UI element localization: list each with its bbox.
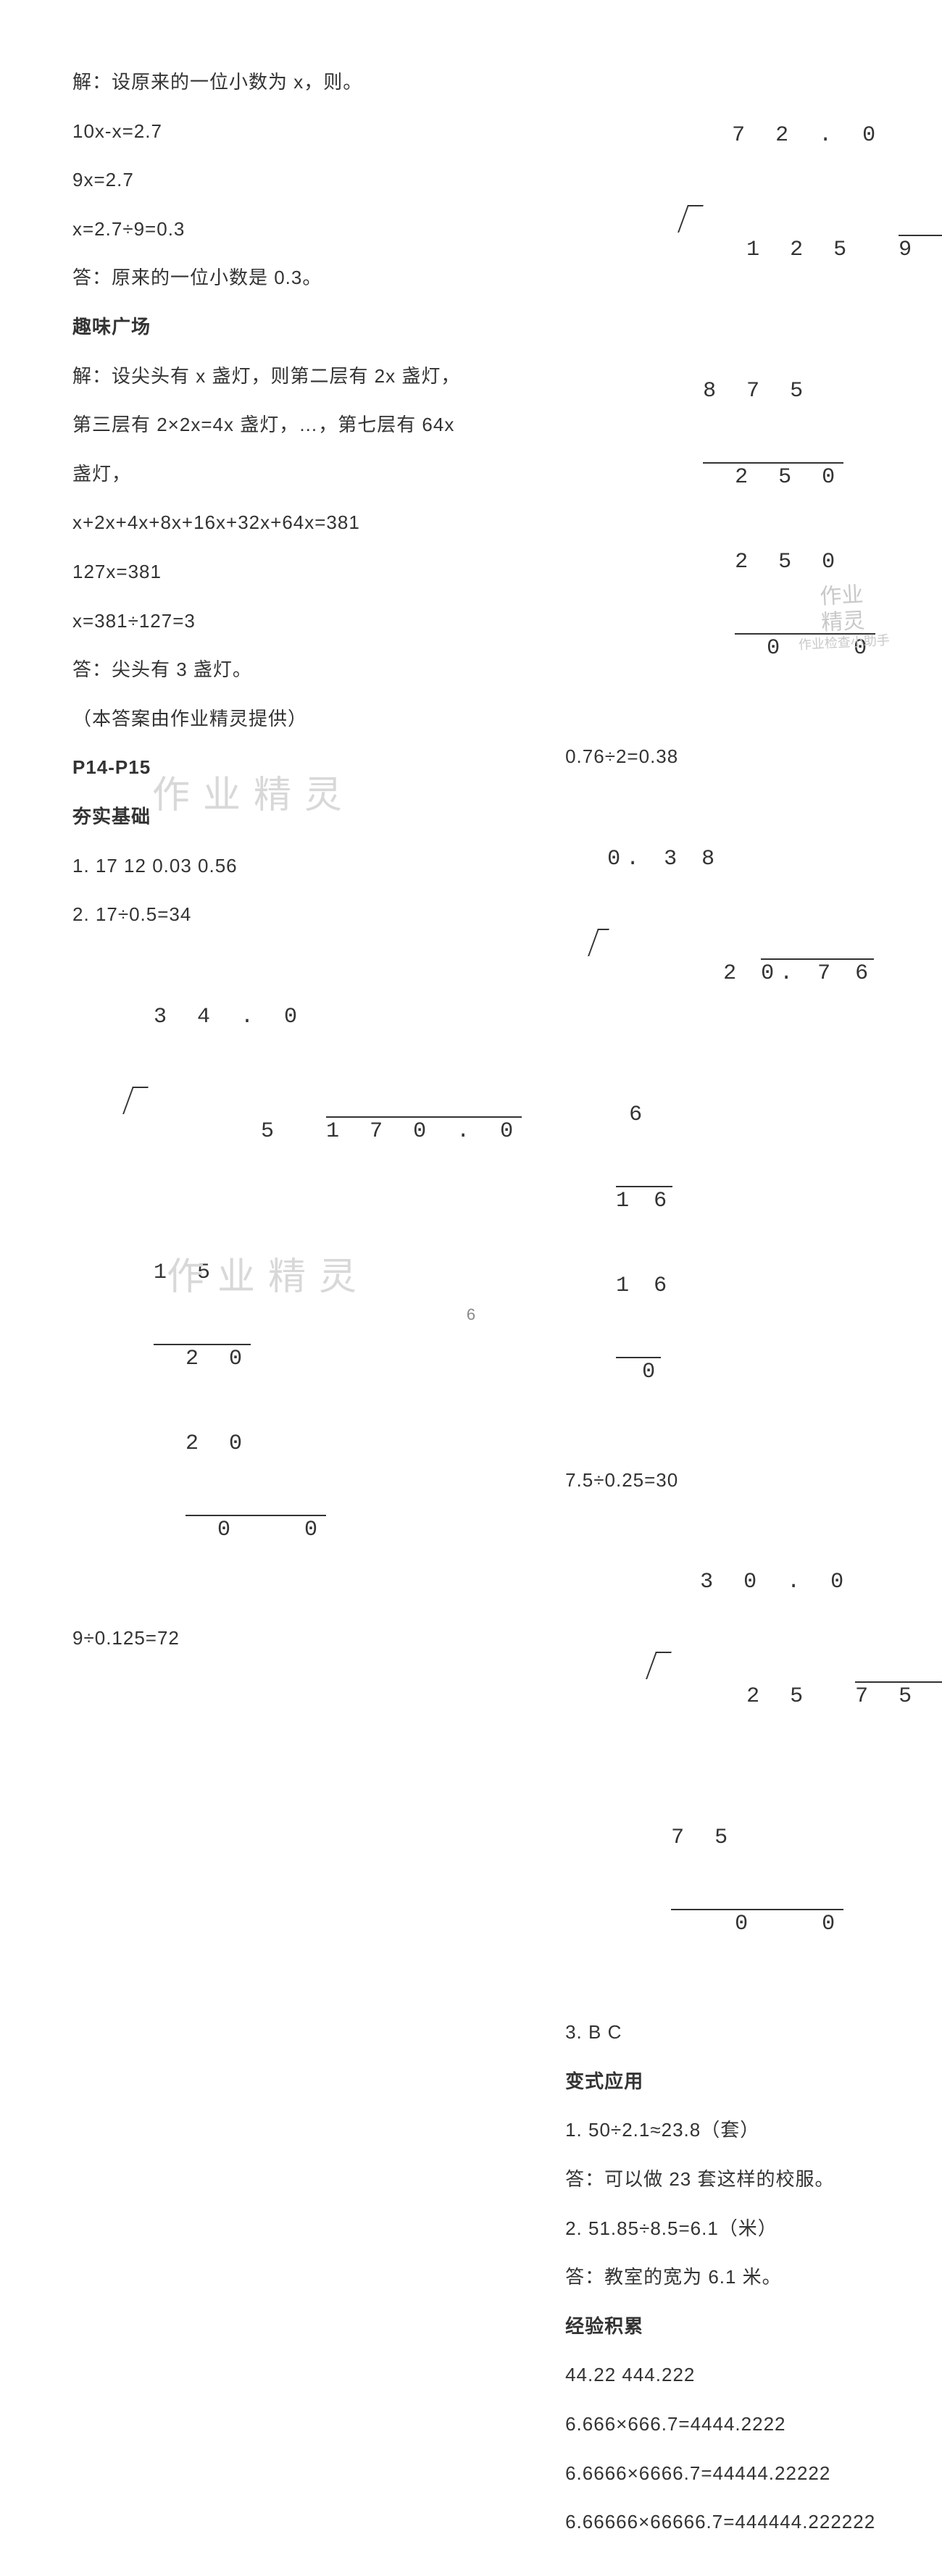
text-line: 6.666×666.7=4444.2222: [565, 2400, 942, 2449]
text-line: 盏灯，: [72, 450, 522, 499]
text-line: 6.6666×6666.7=44444.22222: [565, 2449, 942, 2498]
section-heading: P14-P15: [72, 743, 522, 793]
ld-step: 2 0: [186, 1431, 251, 1456]
right-column: 7 2 . 0 1 2 5 9 0 0 0 . 0 8 7 5 2 5 0 2 …: [543, 58, 942, 2547]
text-line: 3. B C: [565, 2008, 942, 2057]
ld-step: 2 5 0: [735, 550, 843, 574]
ld-quotient: 3 4 . 0: [154, 1003, 306, 1032]
page-number: 6: [467, 1305, 475, 1324]
text-line: 7.5÷0.25=30: [565, 1456, 942, 1505]
text-line: 44.22 444.222: [565, 2351, 942, 2400]
long-division: 0. 3 8 2 0. 7 6 6 1 6 1 6 0: [572, 789, 874, 1443]
ld-divisor: 2: [723, 961, 742, 986]
ld-divisor: 5: [261, 1119, 283, 1144]
ld-step: 1 5: [154, 1260, 219, 1285]
text-line: 答：可以做 23 套这样的校服。: [565, 2155, 942, 2204]
ld-step: 6: [629, 1101, 648, 1129]
left-column: 解：设原来的一位小数为 x，则。 10x-x=2.7 9x=2.7 x=2.7÷…: [51, 58, 543, 2547]
ld-step: 7 5: [671, 1826, 736, 1850]
ld-quotient: 7 2 . 0: [732, 123, 884, 148]
section-heading: 趣味广场: [72, 303, 522, 352]
ld-step: 1 6: [616, 1186, 672, 1216]
ld-step: 1 6: [616, 1272, 672, 1300]
long-division: 3 0 . 0 2 5 7 5 0 . 0 7 5 0 0: [572, 1512, 942, 1995]
page-root: 解：设原来的一位小数为 x，则。 10x-x=2.7 9x=2.7 x=2.7÷…: [0, 0, 942, 2576]
ld-step: 0: [616, 1357, 661, 1387]
text-line: 1. 50÷2.1≈23.8（套）: [565, 2106, 942, 2155]
section-heading: 变式应用: [565, 2057, 942, 2107]
text-line: x+2x+4x+8x+16x+32x+64x=381: [72, 498, 522, 548]
text-line: 127x=381: [72, 548, 522, 597]
text-line: 解：设尖头有 x 盏灯，则第二层有 2x 盏灯，: [72, 352, 522, 401]
ld-divisor: 2 5: [746, 1684, 812, 1709]
long-division: 3 4 . 0 5 1 7 0 . 0 1 5 2 0 2 0 0 0: [87, 947, 522, 1601]
ld-dividend: 7 5 0 . 0: [855, 1681, 942, 1711]
ld-quotient: 0. 3 8: [607, 847, 720, 871]
ld-step: 8 7 5: [703, 379, 812, 403]
ld-step: 2 0: [154, 1344, 251, 1373]
ld-step: 0 0: [735, 633, 875, 663]
ld-dividend: 0. 7 6: [761, 958, 874, 988]
ld-quotient: 3 0 . 0: [700, 1570, 852, 1594]
section-heading: 经验积累: [565, 2302, 942, 2351]
text-line: 解：设原来的一位小数为 x，则。: [72, 58, 522, 107]
text-line: 答：教室的宽为 6.1 米。: [565, 2253, 942, 2302]
section-heading: 夯实基础: [72, 793, 522, 842]
text-line: 1. 17 12 0.03 0.56: [72, 842, 522, 891]
ld-divisor: 1 2 5: [746, 238, 855, 262]
text-line: 9÷0.125=72: [72, 1614, 522, 1663]
text-line: 2. 17÷0.5=34: [72, 890, 522, 940]
text-line: x=381÷127=3: [72, 597, 522, 646]
text-line: 9x=2.7: [72, 156, 522, 205]
ld-step: 0 0: [671, 1909, 843, 1939]
text-line: 6.66666×66666.7=444444.222222: [565, 2498, 942, 2547]
text-line: x=2.7÷9=0.3: [72, 205, 522, 254]
text-line: 2. 51.85÷8.5=6.1（米）: [565, 2204, 942, 2254]
long-division: 7 2 . 0 1 2 5 9 0 0 0 . 0 8 7 5 2 5 0 2 …: [572, 65, 942, 719]
ld-step: 2 5 0: [703, 462, 843, 492]
text-line: 10x-x=2.7: [72, 107, 522, 156]
ld-step: 0 0: [186, 1515, 326, 1544]
text-line: 第三层有 2×2x=4x 盏灯，…，第七层有 64x: [72, 401, 522, 450]
text-line: 答：原来的一位小数是 0.3。: [72, 254, 522, 303]
text-line: （本答案由作业精灵提供）: [72, 695, 522, 744]
ld-dividend: 1 7 0 . 0: [326, 1116, 522, 1146]
text-line: 0.76÷2=0.38: [565, 732, 942, 782]
ld-dividend: 9 0 0 0 . 0: [899, 235, 942, 264]
text-line: 答：尖头有 3 盏灯。: [72, 645, 522, 695]
